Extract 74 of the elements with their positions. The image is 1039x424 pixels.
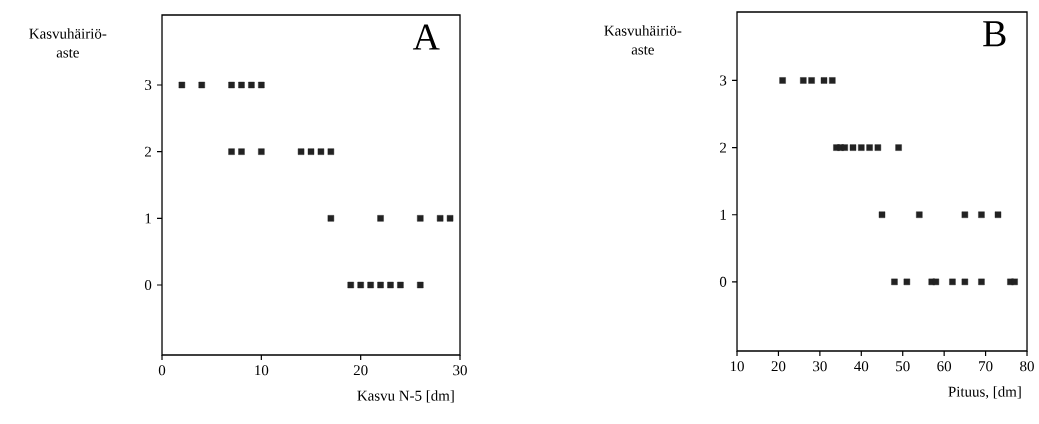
point xyxy=(849,144,857,151)
point xyxy=(874,144,882,151)
x-axis-title: Kasvu N-5 [dm] xyxy=(357,390,454,403)
point xyxy=(895,144,902,151)
point xyxy=(228,148,235,155)
point xyxy=(858,144,865,151)
point xyxy=(949,278,956,286)
point xyxy=(238,148,245,155)
y-axis-title: Kasvuhäiriö-aste xyxy=(29,28,107,58)
point xyxy=(841,144,848,151)
point xyxy=(258,81,265,89)
point xyxy=(417,281,424,289)
x-tick-label: 10 xyxy=(730,361,744,372)
point xyxy=(367,281,374,289)
point xyxy=(297,148,305,155)
x-tick-label: 70 xyxy=(979,361,993,372)
point xyxy=(248,81,255,89)
point xyxy=(347,281,354,289)
point xyxy=(178,81,186,89)
point xyxy=(961,278,969,286)
point xyxy=(446,215,454,222)
point xyxy=(800,77,807,84)
point xyxy=(357,281,364,289)
x-tick-label: 20 xyxy=(771,361,786,372)
point xyxy=(866,144,873,151)
x-tick-label: 80 xyxy=(1020,361,1034,372)
chart-title: A xyxy=(412,24,440,50)
x-tick-label: 30 xyxy=(453,365,467,376)
point xyxy=(258,148,265,155)
y-tick-label: 3 xyxy=(720,75,727,86)
point xyxy=(878,211,886,218)
x-tick-label: 20 xyxy=(353,365,368,376)
point xyxy=(417,215,424,222)
x-tick-label: 40 xyxy=(854,361,869,372)
x-tick-label: 60 xyxy=(937,361,952,372)
x-axis-title: Pituus, [dm] xyxy=(948,386,1021,399)
x-tick-label: 10 xyxy=(255,365,269,376)
point xyxy=(387,281,394,289)
y-tick-label: 1 xyxy=(145,213,151,224)
point xyxy=(377,281,384,289)
point xyxy=(327,148,335,155)
x-tick-label: 0 xyxy=(158,365,166,376)
y-tick-label: 1 xyxy=(720,209,726,220)
chart-title: B xyxy=(983,21,1006,47)
point xyxy=(820,77,828,84)
y-tick-label: 2 xyxy=(720,142,726,153)
point xyxy=(1011,278,1018,286)
point xyxy=(238,81,245,89)
point xyxy=(228,81,235,89)
point xyxy=(307,148,315,155)
y-tick-label: 2 xyxy=(145,146,151,157)
point xyxy=(198,81,205,89)
point xyxy=(377,215,384,222)
point xyxy=(436,215,444,222)
point xyxy=(829,77,836,84)
y-axis-title: Kasvuhäiriö-aste xyxy=(604,25,682,55)
point xyxy=(891,278,898,286)
point xyxy=(916,211,923,218)
point xyxy=(932,278,940,286)
point xyxy=(961,211,969,218)
point xyxy=(397,281,404,289)
point xyxy=(903,278,911,286)
point xyxy=(327,215,335,222)
x-tick-label: 30 xyxy=(813,361,827,372)
point xyxy=(978,211,985,218)
y-tick-label: 0 xyxy=(144,279,152,291)
point xyxy=(808,77,815,84)
y-tick-label: 0 xyxy=(719,276,727,287)
point xyxy=(317,148,325,155)
x-tick-label: 50 xyxy=(896,361,910,372)
point xyxy=(978,278,985,286)
point xyxy=(779,77,786,84)
y-tick-label: 3 xyxy=(145,79,152,91)
point xyxy=(994,211,1002,218)
